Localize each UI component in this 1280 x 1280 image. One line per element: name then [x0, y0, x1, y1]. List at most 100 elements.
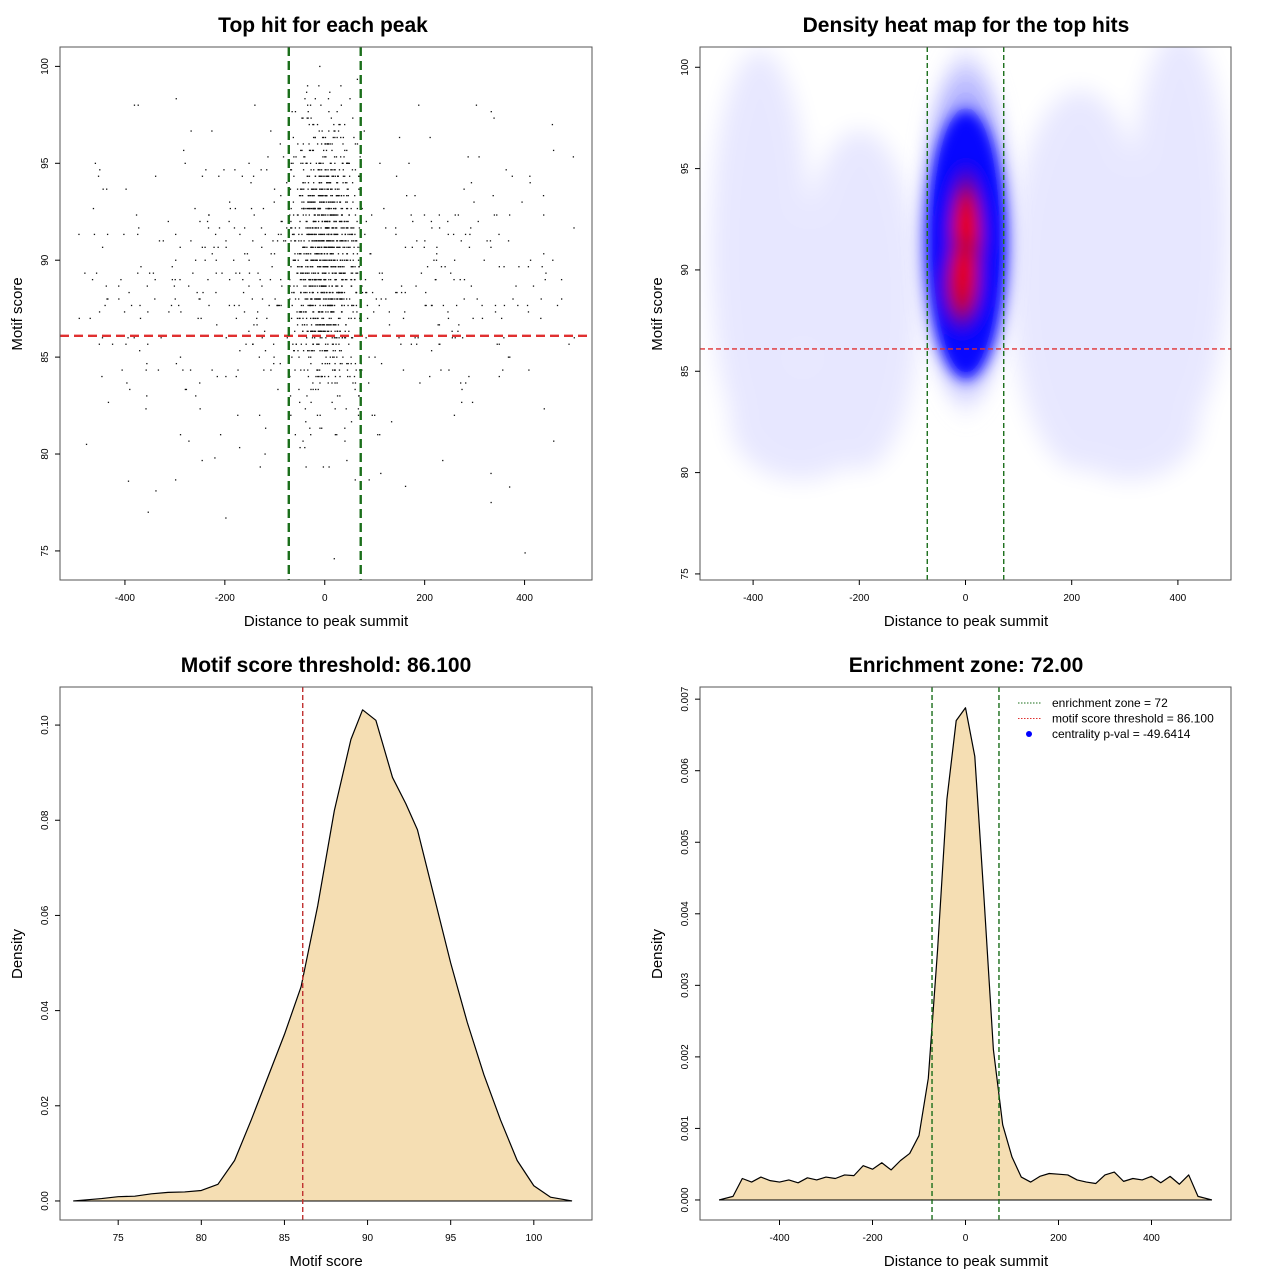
scatter-point: [307, 266, 309, 268]
scatter-point: [291, 291, 293, 294]
scatter-point: [307, 182, 310, 184]
scatter-point: [529, 259, 532, 261]
scatter-point: [327, 240, 329, 242]
scatter-point: [330, 298, 333, 300]
scatter-point: [498, 375, 500, 378]
scatter-point: [328, 246, 330, 248]
scatter-point: [318, 246, 321, 248]
scatter-point: [308, 194, 310, 197]
scatter-point: [335, 343, 337, 345]
scatter-point: [327, 207, 329, 210]
scatter-point: [333, 156, 336, 158]
scatter-point: [304, 311, 307, 313]
scatter-point: [293, 156, 295, 158]
scatter-point: [311, 266, 313, 268]
scatter-point: [322, 194, 324, 197]
scatter-point: [214, 457, 216, 459]
scatter-point: [155, 490, 157, 492]
scatter-point: [303, 291, 305, 294]
scatter-point: [296, 311, 298, 313]
scatter-point: [328, 304, 331, 307]
scatter-point: [351, 337, 354, 339]
scatter-point: [304, 156, 306, 158]
y-tick-label: 75: [40, 545, 51, 557]
scatter-point: [307, 175, 309, 177]
scatter-point: [323, 291, 325, 294]
scatter-point: [350, 266, 352, 268]
scatter-point: [319, 298, 321, 300]
density-line: [73, 709, 573, 1202]
scatter-point: [298, 356, 300, 358]
scatter-point: [269, 278, 272, 281]
scatter-point: [316, 369, 318, 371]
scatter-point: [273, 201, 275, 203]
scatter-point: [313, 201, 315, 203]
scatter-point: [335, 272, 337, 274]
scatter-point: [318, 311, 320, 313]
scatter-point: [329, 162, 332, 164]
x-tick-label: 95: [445, 1233, 457, 1244]
scatter-point: [345, 259, 347, 261]
scatter-point: [316, 123, 319, 126]
scatter-point: [329, 356, 331, 358]
scatter-point: [101, 375, 103, 378]
scatter-point: [398, 337, 400, 339]
scatter-point: [334, 350, 336, 352]
scatter-point: [461, 401, 463, 404]
scatter-point: [294, 240, 297, 242]
scatter-point: [306, 395, 308, 397]
scatter-point: [328, 240, 330, 242]
scatter-point: [343, 272, 345, 274]
scatter-point: [529, 175, 531, 177]
scatter-point: [312, 388, 314, 391]
scatter-point: [213, 246, 215, 248]
scatter-point: [458, 324, 460, 326]
scatter-point: [139, 304, 141, 307]
scatter-point: [309, 266, 312, 268]
scatter-point: [244, 253, 246, 255]
scatter-point: [338, 291, 341, 294]
scatter-point: [335, 194, 338, 197]
scatter-point: [310, 434, 312, 436]
scatter-point: [295, 156, 297, 158]
scatter-point: [302, 350, 305, 352]
y-tick-label: 0.06: [40, 905, 51, 925]
scatter-point: [316, 324, 318, 326]
scatter-point: [356, 220, 358, 223]
scatter-point: [296, 266, 299, 268]
scatter-point: [324, 285, 326, 287]
scatter-point: [319, 207, 322, 210]
scatter-point: [331, 401, 333, 404]
scatter-point: [418, 104, 420, 106]
scatter-point: [310, 285, 312, 287]
scatter-point: [304, 272, 306, 274]
scatter-point: [298, 194, 301, 197]
scatter-point: [350, 233, 352, 236]
scatter-point: [221, 272, 223, 274]
scatter-point: [332, 350, 334, 352]
scatter-point: [346, 194, 348, 197]
scatter-point: [448, 369, 450, 371]
scatter-point: [194, 259, 197, 261]
scatter-point: [146, 285, 148, 287]
scatter-point: [325, 291, 327, 294]
scatter-point: [302, 246, 305, 248]
scatter-point: [336, 330, 339, 332]
scatter-point: [320, 285, 322, 287]
scatter-point: [315, 259, 318, 261]
scatter-point: [158, 240, 161, 242]
scatter-point: [293, 259, 295, 261]
scatter-point: [207, 278, 209, 281]
scatter-panel: Top hit for each peak -400 -200 0 200 400 75 8…: [9, 14, 593, 630]
scatter-point: [201, 246, 203, 248]
scatter-point: [350, 362, 352, 365]
scatter-point: [314, 330, 317, 332]
scatter-point: [365, 220, 367, 223]
scatter-point: [260, 227, 263, 229]
scatter-point: [302, 330, 304, 332]
scatter-point: [336, 175, 339, 177]
scatter-point: [337, 317, 340, 320]
scatter-point: [338, 272, 340, 274]
scatter-point: [299, 278, 302, 281]
scatter-point: [315, 375, 317, 378]
